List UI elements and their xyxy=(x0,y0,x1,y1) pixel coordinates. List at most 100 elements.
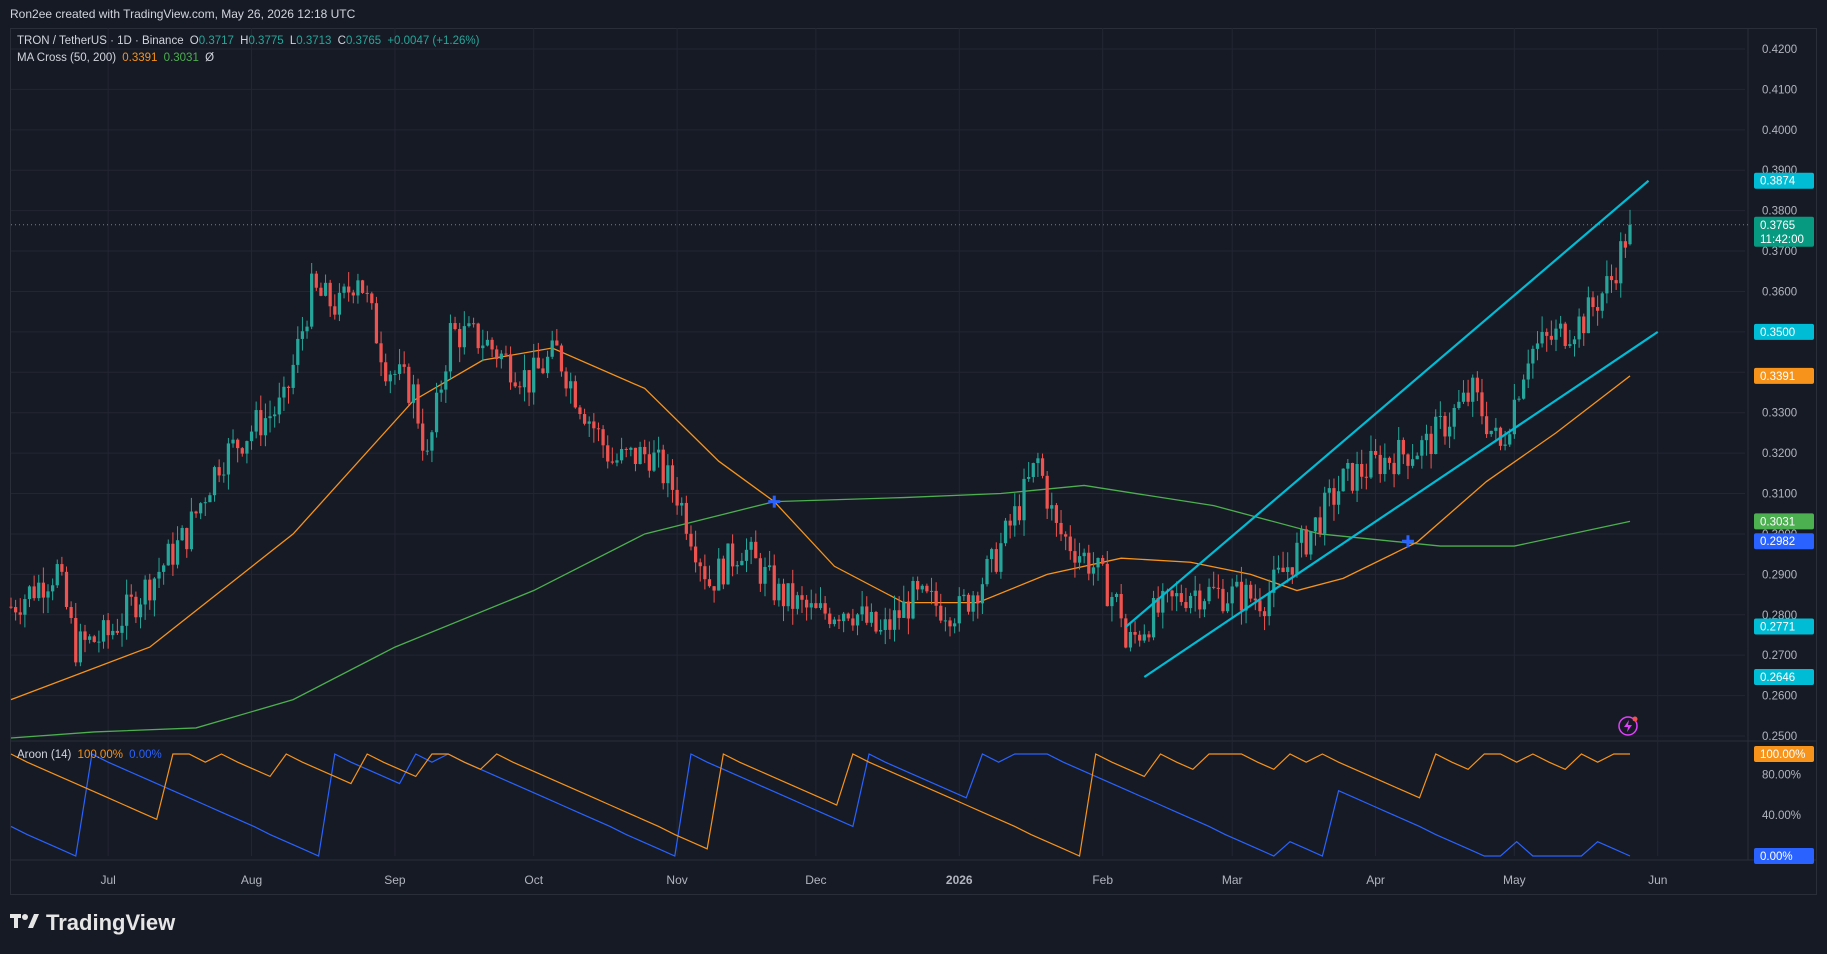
candle-body xyxy=(14,607,18,613)
candle-body xyxy=(689,533,693,547)
candle-body xyxy=(1494,427,1498,431)
candle-body xyxy=(282,386,286,398)
candle-body xyxy=(1572,339,1577,345)
candle-body xyxy=(1360,464,1364,477)
time-tick-label: May xyxy=(1503,873,1526,887)
candle-body xyxy=(27,586,32,600)
candle-body xyxy=(485,339,490,346)
candle-body xyxy=(1383,457,1387,475)
candle-body xyxy=(1508,434,1512,445)
candle-body xyxy=(1466,392,1470,402)
candle-body xyxy=(1073,551,1077,563)
candle-body xyxy=(1582,316,1586,334)
tradingview-logo-icon xyxy=(10,910,40,936)
candle-body xyxy=(1133,632,1137,635)
candle-body xyxy=(934,590,938,606)
candle-body xyxy=(1452,407,1456,427)
symbol-legend[interactable]: TRON / TetherUS · 1D · Binance O0.3717 H… xyxy=(17,35,482,47)
candle-body xyxy=(1184,602,1188,609)
candle-body xyxy=(1623,241,1627,248)
candle-body xyxy=(1323,492,1327,534)
candle-body xyxy=(1281,567,1285,572)
aroon-name: Aroon (14) xyxy=(17,749,72,761)
candle-body xyxy=(758,558,762,584)
candle-body xyxy=(97,641,101,643)
candle-body xyxy=(388,374,392,382)
candle-body xyxy=(1591,297,1595,308)
price-badge-label: 0.3500 xyxy=(1760,327,1795,339)
candle-body xyxy=(152,578,157,601)
candle-body xyxy=(319,287,323,296)
chart-frame[interactable] xyxy=(10,28,1817,895)
candle-body xyxy=(1272,569,1276,593)
candle-body xyxy=(254,410,258,432)
candle-body xyxy=(92,636,96,642)
candle-body xyxy=(666,465,670,484)
candle-body xyxy=(1512,399,1516,435)
candle-body xyxy=(263,418,268,436)
candle-body xyxy=(222,474,226,476)
candle-body xyxy=(180,527,184,541)
time-axis[interactable]: Jul Aug Sep Oct Nov Dec 2026 Feb Mar Apr May Jun xyxy=(100,873,1667,887)
candle-body xyxy=(1050,505,1054,509)
price-badge-label: 0.3874 xyxy=(1760,176,1796,188)
candle-body xyxy=(1027,476,1031,479)
candle-body xyxy=(1397,439,1401,475)
candle-body xyxy=(1489,430,1493,435)
candle-body xyxy=(1239,581,1244,611)
candle-body xyxy=(134,596,138,618)
candle-body xyxy=(296,338,300,365)
candle-body xyxy=(1198,590,1202,610)
price-badge-countdown: 11:42:00 xyxy=(1760,234,1804,246)
candle-body xyxy=(1586,297,1590,334)
price-tick-label: 0.4000 xyxy=(1762,125,1797,137)
price-tick-label: 0.3200 xyxy=(1762,448,1797,460)
aroon-legend[interactable]: Aroon (14) 100.00% 0.00% xyxy=(17,749,165,761)
candle-body xyxy=(1276,567,1281,570)
candle-body xyxy=(726,543,730,585)
candle-body xyxy=(434,392,439,433)
candle-body xyxy=(911,581,915,619)
open-label: O xyxy=(189,35,199,47)
candle-body xyxy=(1410,459,1415,466)
time-tick-label: 2026 xyxy=(946,873,973,887)
candle-body xyxy=(1577,316,1581,340)
candle-body xyxy=(1313,517,1318,532)
high-value: 0.3775 xyxy=(248,35,284,47)
candle-body xyxy=(1267,592,1271,617)
candle-body xyxy=(194,511,198,514)
candle-body xyxy=(1170,590,1174,597)
lightning-icon[interactable] xyxy=(1618,716,1638,736)
price-badge-label: 0.3765 xyxy=(1760,220,1795,232)
candle-body xyxy=(1003,520,1008,544)
candle-body xyxy=(64,571,69,607)
time-tick-label: Sep xyxy=(384,873,406,887)
candle-body xyxy=(1535,343,1540,349)
ma-cross-legend[interactable]: MA Cross (50, 200) 0.3391 0.3031 Ø xyxy=(17,52,217,64)
time-tick-label: Jul xyxy=(100,873,115,887)
channel-lower-line xyxy=(1143,330,1659,678)
ma-cross-markers xyxy=(768,495,1414,548)
tradingview-logo[interactable]: TradingView xyxy=(10,910,175,936)
candle-body xyxy=(601,429,605,446)
candle-body xyxy=(1619,241,1623,284)
candle-body xyxy=(1424,433,1429,441)
candle-body xyxy=(920,585,924,590)
candle-body xyxy=(647,454,651,471)
candle-body xyxy=(1202,601,1207,610)
candle-body xyxy=(1230,586,1234,604)
candle-body xyxy=(9,606,13,608)
candle-body xyxy=(453,323,457,330)
trend-channel[interactable] xyxy=(1125,179,1659,678)
candle-body xyxy=(772,565,776,601)
candle-body xyxy=(143,579,147,605)
candle-body xyxy=(823,603,827,614)
candle-body xyxy=(749,541,753,550)
price-axis[interactable]: 0.42000.41000.40000.39000.38000.37000.36… xyxy=(1762,44,1801,822)
candle-body xyxy=(1596,307,1600,311)
candle-body xyxy=(416,384,420,424)
candle-body xyxy=(532,357,536,393)
price-badge-label: 0.3391 xyxy=(1760,371,1795,383)
candle-body xyxy=(1249,584,1253,599)
